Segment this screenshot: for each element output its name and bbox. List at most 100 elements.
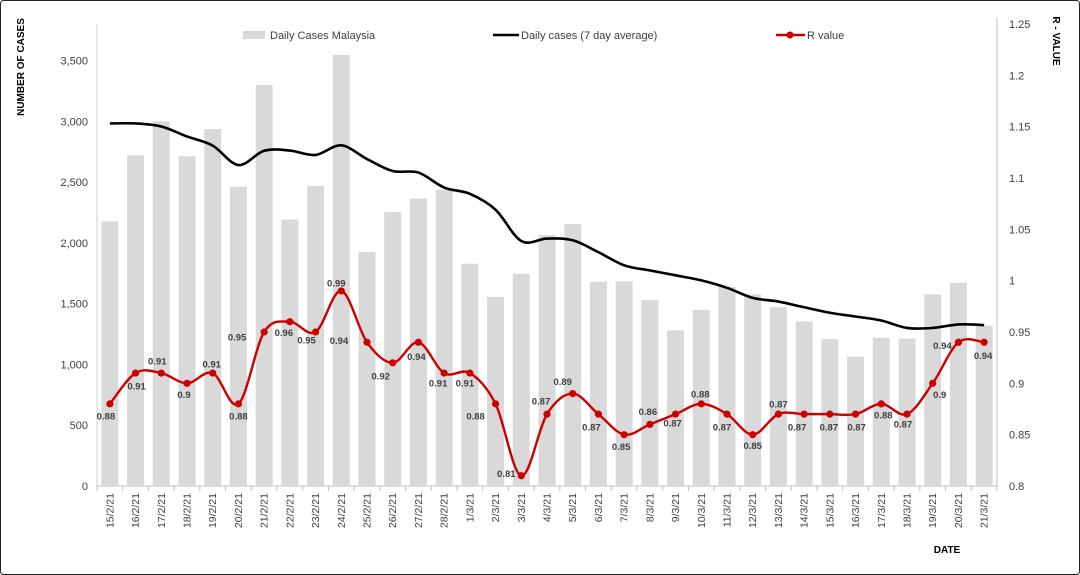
marker-r-value [209, 369, 217, 377]
bar-daily-cases [872, 337, 890, 486]
bar-daily-cases [949, 282, 967, 486]
x-tick-label: 18/2/21 [182, 493, 194, 528]
y-tick-label: 1,500 [60, 299, 88, 311]
data-label-r-value: 0.89 [553, 377, 572, 388]
x-axis-tick-labels: 15/2/21 16/2/21 17/2/21 18/2/21 19/2/21 20/2/… [104, 493, 990, 528]
y-tick-label: 1,000 [60, 359, 88, 371]
x-tick-label: 8/3/21 [644, 493, 656, 522]
marker-r-value [620, 431, 628, 439]
legend-item-r-value: R value [776, 30, 844, 42]
marker-r-value [826, 410, 834, 418]
data-label-r-value: 0.88 [466, 411, 485, 422]
data-label-r-value: 0.86 [639, 407, 658, 418]
x-tick-label: 20/3/21 [953, 493, 965, 528]
data-label-r-value: 0.87 [663, 419, 682, 430]
data-label-r-value: 0.96 [275, 328, 294, 339]
marker-r-value [723, 410, 731, 418]
legend-label-daily-cases: Daily Cases Malaysia [270, 30, 376, 42]
data-label-r-value: 0.88 [229, 411, 248, 422]
x-tick-label: 21/2/21 [259, 493, 271, 528]
bar-daily-cases [924, 294, 942, 486]
x-tick-label: 26/2/21 [387, 493, 399, 528]
bar-daily-cases [641, 300, 659, 486]
marker-r-value [954, 338, 963, 346]
data-label-r-value: 0.94 [933, 341, 952, 352]
x-tick-label: 24/2/21 [336, 493, 348, 528]
x-tick-label: 15/2/21 [104, 493, 116, 528]
data-label-r-value: 0.99 [327, 278, 346, 289]
x-tick-label: 25/2/21 [362, 493, 374, 528]
x-tick-label: 22/2/21 [284, 493, 296, 528]
marker-r-value [363, 338, 371, 346]
data-label-r-value: 0.92 [371, 371, 390, 382]
y2-tick-label: 0.95 [1009, 327, 1030, 339]
data-label-r-value: 0.91 [148, 357, 167, 368]
bar-daily-cases [204, 129, 222, 487]
x-tick-label: 7/3/21 [619, 493, 631, 522]
x-tick-label: 4/3/21 [542, 493, 554, 522]
legend-item-7-day-average: Daily cases (7 day average) [493, 30, 657, 42]
data-label-r-value: 0.88 [874, 410, 893, 421]
marker-r-value [646, 420, 654, 428]
data-labels-r-value: 0.880.910.910.90.910.880.95 0.960.950.990… [97, 278, 993, 480]
x-tick-label: 6/3/21 [593, 493, 605, 522]
y2-tick-label: 1 [1009, 276, 1015, 288]
y-axis-title: NUMBER OF CASES [16, 18, 27, 116]
bar-daily-cases [307, 185, 325, 486]
x-tick-label: 28/2/21 [439, 493, 451, 528]
y2-tick-label: 1.05 [1009, 224, 1030, 236]
x-tick-label: 16/2/21 [130, 493, 142, 528]
data-label-r-value: 0.87 [788, 423, 807, 434]
bar-daily-cases [178, 156, 196, 486]
bar-daily-cases [101, 221, 119, 486]
x-tick-label: 2/3/21 [490, 493, 502, 522]
data-label-r-value: 0.91 [456, 379, 475, 390]
data-label-r-value: 0.87 [582, 423, 601, 434]
marker-r-value [877, 400, 885, 408]
y2-tick-label: 1.25 [1009, 19, 1030, 31]
x-tick-label: 19/3/21 [927, 493, 939, 528]
bar-daily-cases [589, 281, 607, 486]
marker-r-value [903, 410, 911, 418]
data-label-r-value: 0.88 [97, 411, 116, 422]
line-7-day-average [109, 121, 985, 330]
x-tick-label: 16/3/21 [850, 493, 862, 528]
marker-r-value [337, 287, 345, 295]
data-label-r-value: 0.9 [933, 390, 946, 401]
marker-r-value [440, 369, 448, 377]
y2-tick-label: 1.2 [1009, 70, 1024, 82]
bar-daily-cases [847, 356, 865, 486]
y2-axis-title: R - VALUE [1050, 16, 1061, 66]
x-tick-label: 1/3/21 [464, 493, 476, 522]
bar-daily-cases [435, 189, 453, 486]
data-label-r-value: 0.91 [429, 379, 448, 390]
marker-r-value [260, 328, 268, 336]
marker-r-value [749, 431, 757, 439]
x-tick-label: 13/3/21 [773, 493, 785, 528]
x-tick-label: 20/2/21 [233, 493, 245, 528]
bar-daily-cases [255, 85, 273, 487]
y-tick-label: 3,500 [60, 55, 88, 67]
bar-daily-cases [384, 212, 402, 486]
y2-tick-label: 0.8 [1009, 481, 1024, 493]
data-label-r-value: 0.87 [847, 423, 866, 434]
x-axis-title: DATE [934, 545, 961, 556]
bar-daily-cases [127, 155, 145, 486]
data-label-r-value: 0.81 [497, 469, 516, 480]
data-label-r-value: 0.87 [532, 397, 551, 408]
x-tick-label: 11/3/21 [722, 493, 734, 527]
bar-daily-cases [692, 309, 710, 486]
data-label-r-value: 0.94 [330, 336, 349, 347]
marker-r-value [697, 400, 705, 408]
bar-daily-cases [718, 286, 736, 486]
marker-r-value [183, 379, 191, 387]
bar-daily-cases [769, 307, 787, 486]
bar-daily-cases [332, 55, 350, 486]
line-series-7-day-average [109, 121, 985, 330]
x-tick-label: 17/3/21 [876, 493, 888, 528]
marker-r-value [671, 410, 680, 418]
data-label-r-value: 0.87 [894, 420, 913, 431]
data-label-r-value: 0.85 [743, 441, 762, 452]
x-tick-label: 18/3/21 [902, 493, 914, 528]
